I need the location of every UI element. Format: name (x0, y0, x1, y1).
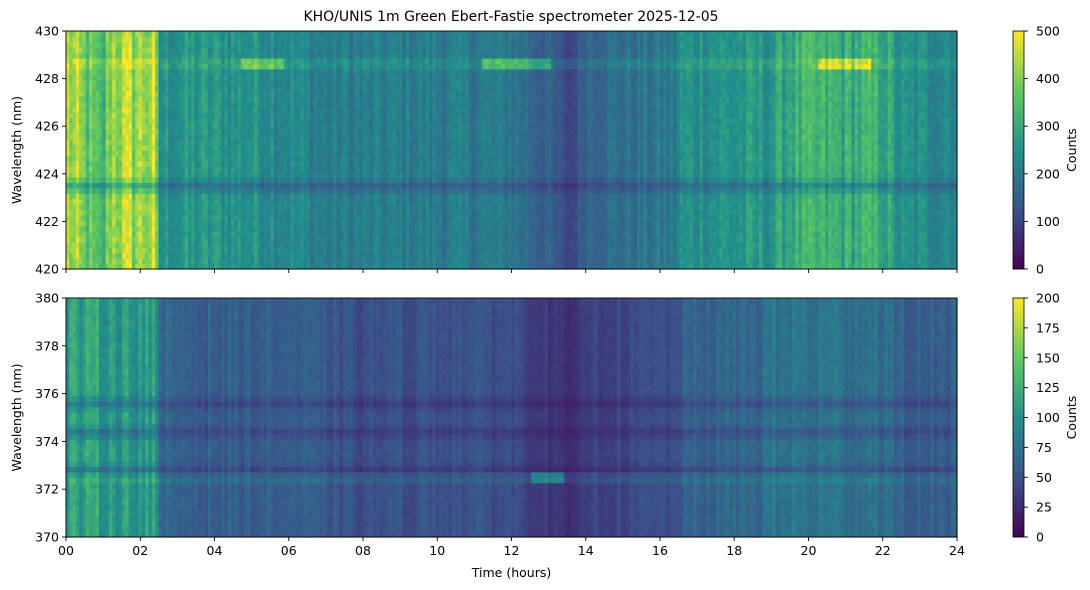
chart-title: KHO/UNIS 1m Green Ebert-Fastie spectrome… (303, 9, 718, 25)
heatmap-cells-top (66, 31, 958, 270)
